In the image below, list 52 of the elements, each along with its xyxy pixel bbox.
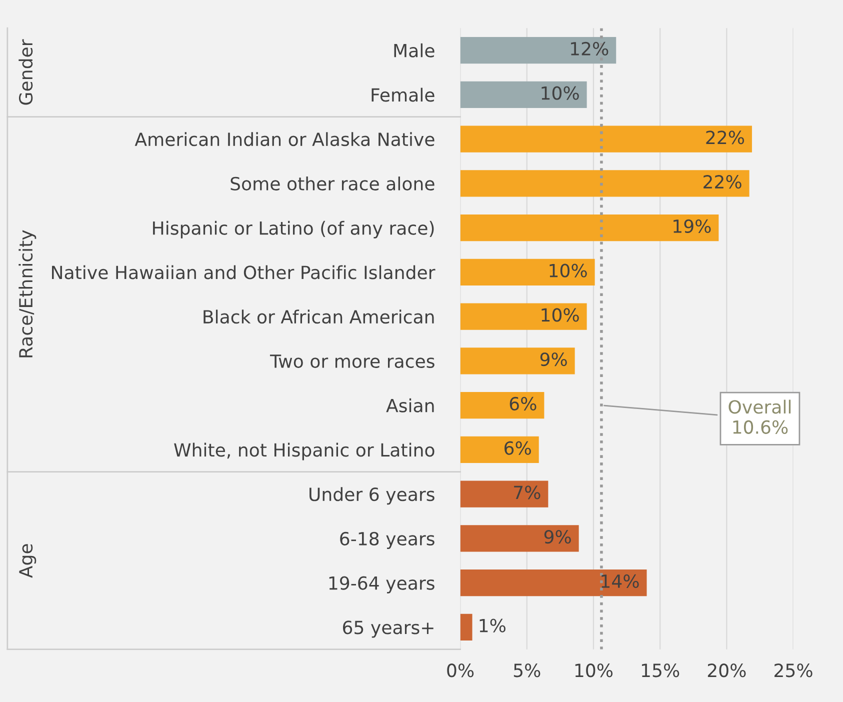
data-label: 10% bbox=[542, 308, 579, 322]
data-label: 7% bbox=[514, 486, 540, 500]
x-tick-label: 15% bbox=[642, 664, 680, 678]
bar bbox=[460, 348, 575, 374]
bar bbox=[460, 126, 752, 152]
bar bbox=[460, 303, 587, 330]
data-label: 9% bbox=[540, 352, 567, 366]
y-tick-label: Hispanic or Latino (of any race) bbox=[153, 220, 434, 238]
text: Race/Ethnicity bbox=[18, 230, 36, 358]
bar bbox=[460, 480, 548, 508]
bar bbox=[460, 436, 539, 463]
data-label: 1% bbox=[480, 618, 506, 632]
y-tick-label: 19-64 years bbox=[329, 576, 434, 594]
data-label: 9% bbox=[544, 530, 571, 544]
x-tick-label: 10% bbox=[575, 664, 613, 678]
data-label: 10% bbox=[542, 86, 579, 100]
y-tick-label: White, not Hispanic or Latino bbox=[174, 442, 434, 460]
x-tick-label: 25% bbox=[774, 664, 812, 678]
y-tick-label: Two or more races bbox=[270, 354, 434, 368]
y-tick-label: American Indian or Alaska Native bbox=[134, 132, 434, 146]
data-label: 22% bbox=[704, 174, 742, 189]
y-tick-label: Under 6 years bbox=[310, 487, 434, 505]
text: Gender bbox=[18, 39, 33, 105]
bar bbox=[460, 569, 647, 596]
ref-line-label: Overall 10.6% bbox=[728, 400, 791, 434]
bar bbox=[460, 36, 616, 64]
data-label: 6% bbox=[504, 441, 531, 455]
y-tick-label: Black or African American bbox=[204, 310, 434, 324]
y-tick-label: 6-18 years bbox=[340, 532, 434, 550]
data-label: 19% bbox=[674, 219, 711, 234]
text: Age bbox=[19, 544, 36, 578]
bar bbox=[460, 214, 719, 242]
bar bbox=[460, 258, 595, 286]
y-tick-label: Some other race alone bbox=[230, 176, 434, 191]
data-label: 22% bbox=[706, 130, 744, 144]
data-label: 6% bbox=[510, 396, 536, 411]
y-tick-label: Asian bbox=[386, 398, 434, 412]
bar bbox=[460, 392, 544, 419]
y-tick-label: 65 years+ bbox=[343, 620, 434, 638]
x-tick-label: 20% bbox=[708, 664, 746, 678]
data-label: 14% bbox=[602, 574, 639, 588]
x-tick-label: 5% bbox=[514, 664, 540, 678]
bar bbox=[460, 525, 579, 552]
y-tick-label: Native Hawaiian and Other Pacific Islander bbox=[52, 265, 436, 280]
y-tick-label: Female bbox=[372, 88, 434, 102]
bar bbox=[460, 170, 750, 197]
data-label: 12% bbox=[571, 42, 608, 56]
bar bbox=[460, 614, 472, 640]
data-label: 10% bbox=[550, 264, 587, 278]
x-tick-label: 0% bbox=[447, 664, 474, 678]
bar bbox=[460, 81, 587, 108]
y-tick-label: Male bbox=[394, 43, 434, 58]
